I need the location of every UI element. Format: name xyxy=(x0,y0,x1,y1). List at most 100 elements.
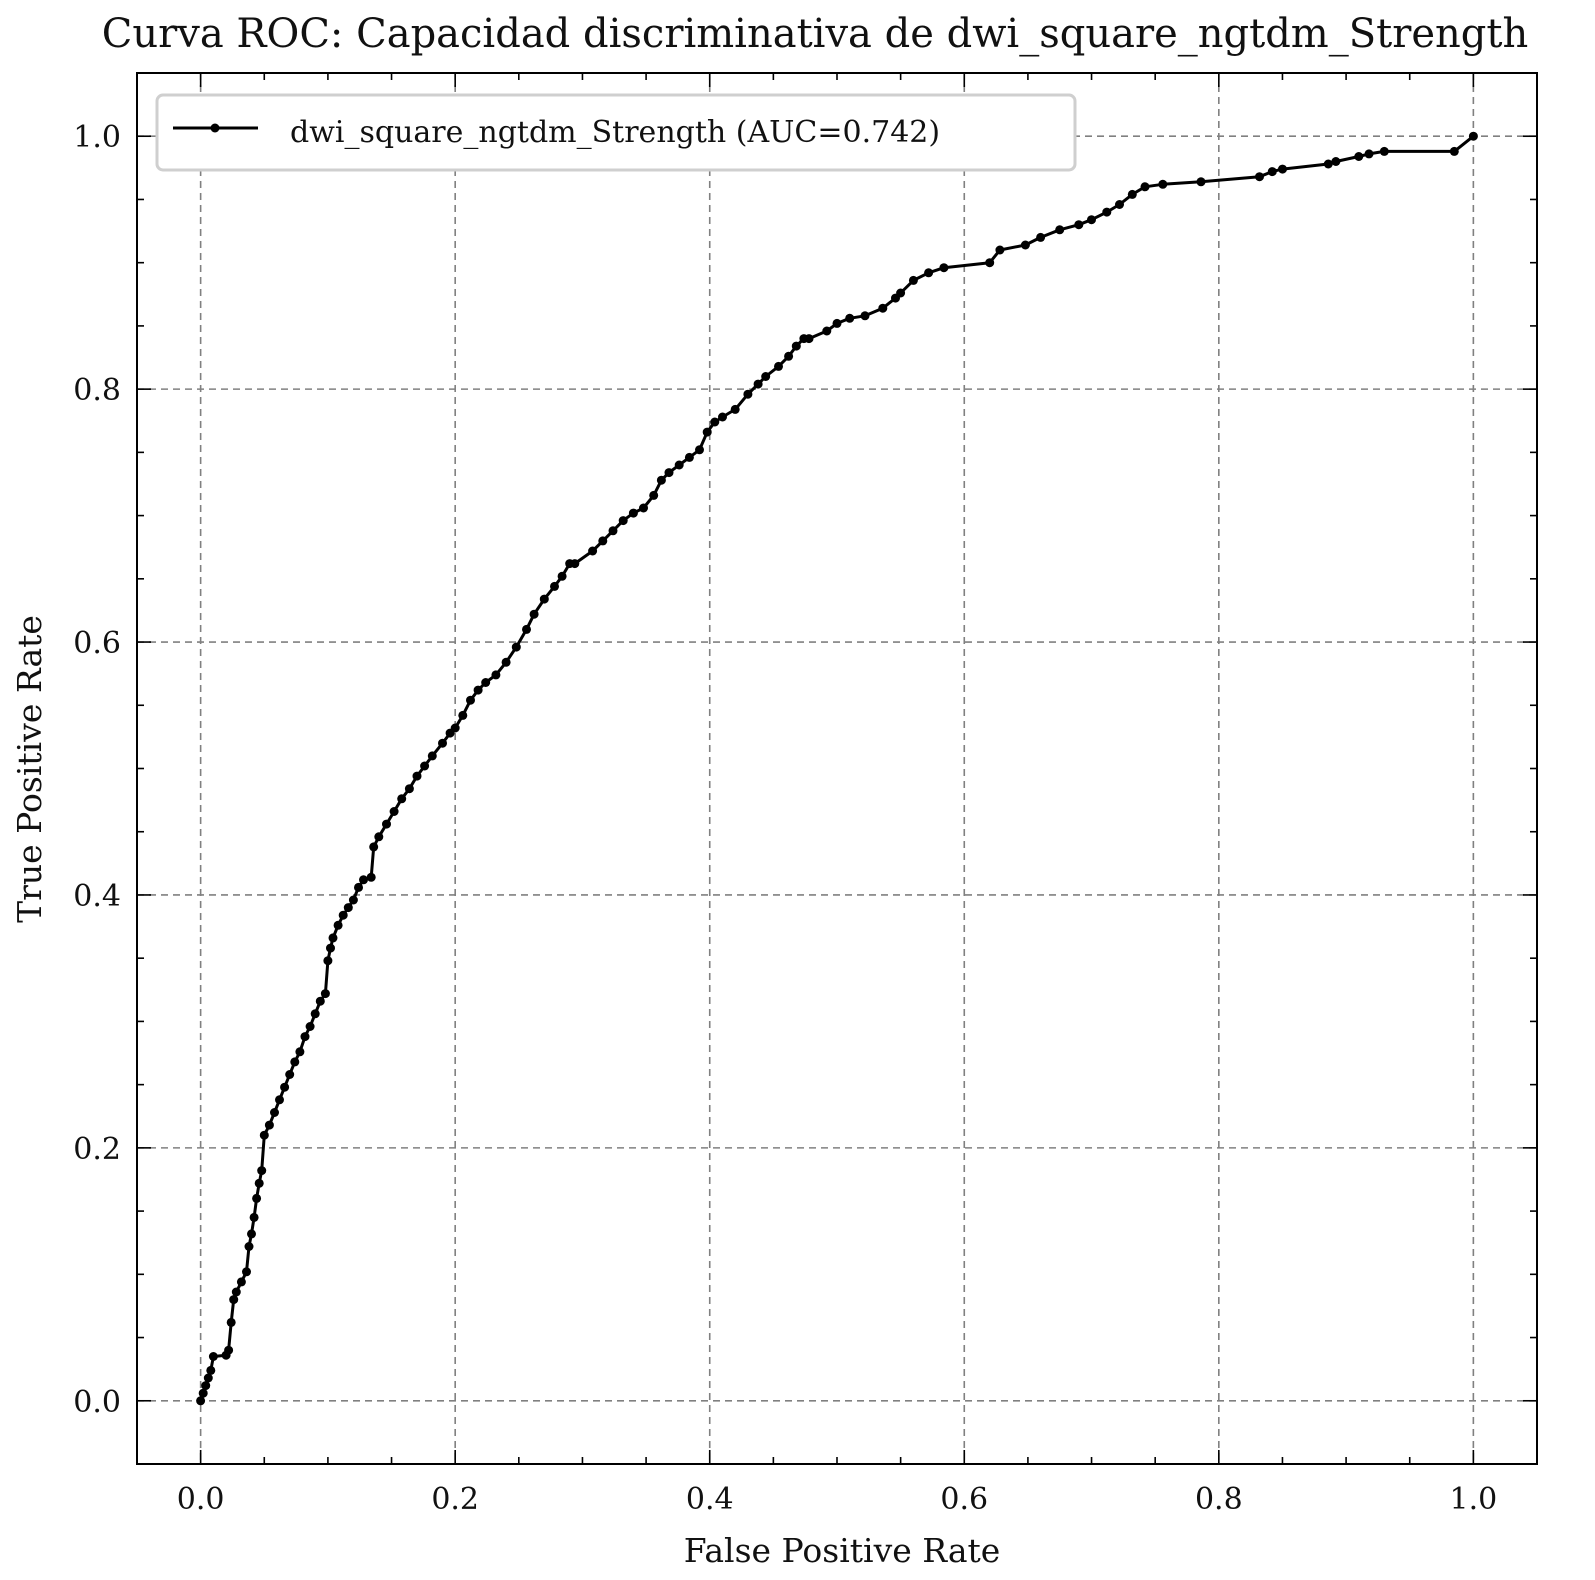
roc-point-79 xyxy=(695,445,704,455)
roc-point-67 xyxy=(570,559,580,569)
roc-point-3 xyxy=(203,1373,213,1383)
roc-point-21 xyxy=(270,1108,279,1117)
roc-point-0 xyxy=(196,1396,206,1406)
roc-point-22 xyxy=(275,1095,284,1105)
roc-point-106 xyxy=(1055,225,1065,235)
roc-point-7 xyxy=(224,1345,234,1355)
roc-point-4 xyxy=(206,1365,216,1375)
roc-point-1 xyxy=(198,1388,208,1398)
roc-point-99 xyxy=(908,275,918,285)
roc-point-58 xyxy=(491,670,501,680)
roc-point-102 xyxy=(985,258,995,268)
y-axis-label: True Positive Rate xyxy=(10,615,49,923)
roc-point-119 xyxy=(1331,157,1341,166)
roc-point-50 xyxy=(427,751,437,761)
roc-point-39 xyxy=(354,882,363,892)
roc-point-120 xyxy=(1354,152,1364,161)
roc-point-35 xyxy=(333,920,343,930)
roc-point-57 xyxy=(481,678,491,687)
roc-point-65 xyxy=(557,571,567,581)
roc-point-60 xyxy=(511,642,521,652)
roc-point-55 xyxy=(466,695,475,705)
roc-point-37 xyxy=(343,903,353,913)
roc-point-93 xyxy=(832,318,842,328)
roc-point-115 xyxy=(1255,172,1264,182)
roc-point-18 xyxy=(257,1166,267,1176)
roc-point-44 xyxy=(382,819,391,829)
roc-point-30 xyxy=(315,996,325,1006)
roc-point-43 xyxy=(374,832,384,842)
legend-marker-swatch xyxy=(210,123,220,133)
roc-point-118 xyxy=(1323,159,1333,169)
roc-point-53 xyxy=(450,723,460,733)
roc-point-48 xyxy=(412,771,422,781)
roc-point-122 xyxy=(1379,146,1389,156)
roc-point-27 xyxy=(300,1032,310,1042)
roc-point-40 xyxy=(359,875,368,885)
roc-point-74 xyxy=(649,490,659,500)
roc-point-59 xyxy=(501,657,511,667)
roc-point-100 xyxy=(924,268,934,278)
roc-point-63 xyxy=(539,594,549,604)
y-tick-label-3: 0.6 xyxy=(73,626,121,661)
roc-point-89 xyxy=(791,341,801,351)
roc-point-54 xyxy=(458,710,468,720)
roc-point-108 xyxy=(1087,215,1096,225)
roc-point-49 xyxy=(420,761,430,771)
roc-point-20 xyxy=(264,1120,274,1130)
roc-point-75 xyxy=(656,475,666,485)
roc-point-68 xyxy=(588,546,598,556)
roc-point-121 xyxy=(1364,149,1374,159)
roc-point-25 xyxy=(290,1057,300,1067)
axis-ticks xyxy=(136,72,1538,1465)
roc-point-77 xyxy=(674,460,684,470)
roc-point-33 xyxy=(326,943,335,953)
roc-point-56 xyxy=(473,685,483,695)
legend: dwi_square_ngtdm_Strength (AUC=0.742) xyxy=(155,93,1077,172)
roc-point-2 xyxy=(201,1381,211,1391)
roc-point-112 xyxy=(1140,182,1150,192)
roc-point-116 xyxy=(1267,167,1277,177)
y-tick-label-2: 0.4 xyxy=(73,879,121,914)
roc-point-17 xyxy=(254,1178,264,1188)
x-tick-label-0: 0.0 xyxy=(177,1482,225,1517)
roc-point-84 xyxy=(743,389,753,399)
roc-point-28 xyxy=(305,1022,315,1031)
y-tick-label-1: 0.2 xyxy=(73,1132,121,1167)
roc-point-46 xyxy=(397,794,407,804)
roc-point-105 xyxy=(1036,232,1046,242)
roc-point-71 xyxy=(618,516,628,526)
tick-labels: 0.0 0.2 0.4 0.6 0.8 1.0 0.0 0.2 0.4 0.6 0.8 1.0 xyxy=(73,120,1497,1517)
roc-point-36 xyxy=(338,910,348,920)
roc-point-81 xyxy=(710,417,720,427)
roc-point-124 xyxy=(1468,131,1478,141)
roc-point-114 xyxy=(1196,177,1206,187)
roc-point-13 xyxy=(244,1242,254,1251)
roc-point-11 xyxy=(236,1277,246,1287)
roc-point-76 xyxy=(664,468,674,478)
roc-point-69 xyxy=(598,536,608,546)
roc-point-82 xyxy=(718,412,727,422)
x-tick-label-5: 1.0 xyxy=(1450,1482,1498,1517)
grid-lines xyxy=(137,73,1537,1464)
roc-point-5 xyxy=(208,1352,218,1361)
roc-point-16 xyxy=(252,1193,262,1203)
roc-point-86 xyxy=(761,372,771,381)
roc-point-109 xyxy=(1102,207,1112,217)
x-tick-label-4: 0.8 xyxy=(1195,1482,1243,1517)
x-tick-label-2: 0.4 xyxy=(686,1482,734,1517)
roc-point-107 xyxy=(1074,220,1084,230)
roc-point-61 xyxy=(522,624,531,634)
roc-point-94 xyxy=(845,313,855,323)
roc-point-51 xyxy=(438,738,447,748)
y-tick-label-5: 1.0 xyxy=(73,120,121,155)
roc-point-41 xyxy=(366,872,376,882)
y-tick-label-0: 0.0 xyxy=(73,1385,121,1420)
x-tick-label-1: 0.2 xyxy=(431,1482,479,1517)
roc-point-29 xyxy=(310,1009,320,1019)
plot-frame xyxy=(136,72,1538,1465)
roc-point-87 xyxy=(774,361,783,371)
roc-point-64 xyxy=(550,581,559,591)
roc-point-88 xyxy=(784,351,794,361)
roc-point-78 xyxy=(684,452,694,462)
